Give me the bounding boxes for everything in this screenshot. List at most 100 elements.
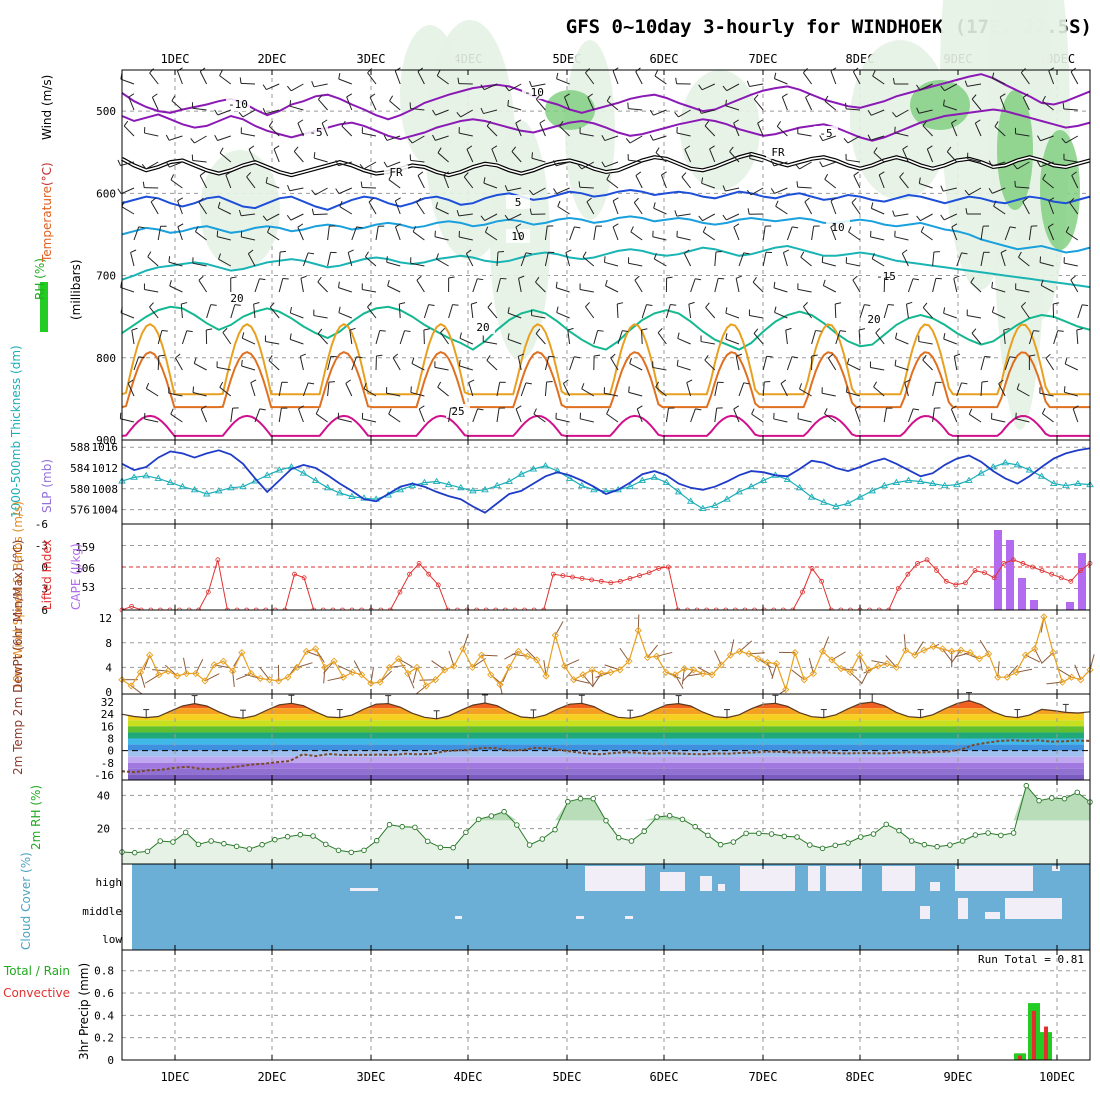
wind-barb-flag (940, 185, 944, 192)
wind-barb-flag (988, 160, 993, 167)
wind-barb (171, 100, 183, 111)
wind-barb-flag (518, 353, 525, 357)
wind-barb (368, 201, 377, 215)
wind-barb-flag (649, 134, 654, 141)
wind-barb (805, 97, 813, 111)
wind-barb (496, 408, 500, 423)
wind-barb-flag (653, 202, 656, 209)
wind-barb-flag (141, 163, 147, 170)
wind-barb (448, 408, 452, 423)
wind-barb (392, 357, 401, 371)
slp-marker (844, 499, 852, 506)
wind-barb-flag (423, 328, 430, 331)
wind-barb-flag (872, 70, 876, 77)
wind-barb-flag (770, 188, 775, 194)
lifted-index-marker (215, 557, 221, 563)
wind-barb (1069, 202, 1079, 215)
wind-barb (269, 306, 280, 319)
wind10m-marker (247, 669, 255, 678)
wind-barb-flag (345, 379, 351, 384)
wind-barb (144, 289, 159, 293)
lifted-index-marker (560, 573, 566, 578)
wind-barb (974, 122, 982, 137)
wind-barb-flag (927, 145, 933, 150)
slp-marker (1001, 458, 1010, 466)
wind-barb (852, 71, 861, 85)
wind-barb (278, 382, 283, 397)
wind-barb-flag (348, 249, 354, 253)
wind-barb-flag (477, 408, 484, 411)
wind-barb (967, 158, 982, 163)
wind-barb (423, 304, 430, 319)
wind-barb (417, 175, 425, 189)
wind-barb (362, 132, 377, 137)
wind-barb-flag (529, 189, 534, 196)
slp-marker (638, 476, 647, 483)
wind-barb (367, 306, 377, 319)
wind-barb-flag (625, 138, 631, 144)
slp-marker (299, 469, 308, 476)
lifted-index-label: Lifted Index (40, 539, 54, 610)
wind-barb (878, 174, 885, 189)
wind-barb-flag (722, 85, 728, 92)
wind-barb (991, 161, 1006, 167)
wind-barb-flag (1057, 330, 1064, 332)
wind-barb (943, 312, 957, 319)
wind-barb (1053, 330, 1059, 345)
wind-barb (899, 176, 909, 189)
wind-barb (246, 176, 256, 189)
wind-barb-flag (1042, 95, 1046, 102)
wind-barb (254, 408, 261, 423)
wind-barb (738, 382, 745, 397)
wind-barb (943, 213, 958, 221)
date-label-bottom: 10DEC (1039, 1070, 1075, 1084)
wind-barb-flag (199, 171, 206, 176)
rh-marker (488, 813, 495, 819)
wind-barb (486, 125, 498, 137)
wind-barb-flag (335, 188, 340, 194)
wind-barb-flag (525, 252, 532, 255)
rh-marker (947, 842, 953, 848)
wind-barb-flag (686, 379, 693, 383)
rh-marker (807, 842, 813, 848)
wind-barb (297, 226, 304, 241)
wind-barb-flag (170, 174, 175, 181)
wind-barb-flag (567, 327, 574, 331)
wind-barb (894, 365, 909, 371)
slp-marker (977, 469, 985, 476)
wind-barb (496, 278, 501, 293)
wind-barb-flag (241, 332, 245, 339)
wind-barb (338, 161, 352, 167)
wind10m-marker (155, 671, 163, 679)
wind-barb (894, 132, 909, 137)
wind-barb (388, 179, 401, 189)
wind-barb-flag (848, 226, 852, 233)
rh-marker (475, 816, 482, 823)
wind-barb-flag (458, 359, 461, 366)
wind-barb (266, 213, 280, 221)
cloud-clear-middle (985, 912, 1000, 919)
wind-barb (773, 161, 788, 167)
slp-line (121, 462, 1091, 510)
wind-barb-flag (811, 354, 818, 357)
wind10m-marker (616, 666, 624, 674)
wind-barb (515, 226, 522, 241)
wind-barb (1042, 100, 1054, 111)
slp-marker (916, 477, 925, 484)
wind-barb (508, 83, 522, 92)
wind10m-barb (979, 640, 990, 655)
wind-barb (123, 125, 135, 137)
wind-barb-flag (480, 84, 485, 90)
contour-label-bg (446, 404, 470, 418)
wind-barb-flag (574, 356, 581, 359)
cape-lifted-panel: -6 -3 0 3 6 53 106 159 (35, 518, 1093, 617)
svg-text:RH (%): RH (%) (33, 258, 47, 300)
rh-shade (565, 40, 615, 220)
slp-marker (783, 475, 792, 482)
wind-barb-flag (214, 134, 218, 141)
wind-barb (157, 355, 160, 371)
precip-convective-bar (1044, 1026, 1048, 1060)
wind-barb-flag (535, 94, 541, 100)
temp-mask (122, 694, 1090, 719)
